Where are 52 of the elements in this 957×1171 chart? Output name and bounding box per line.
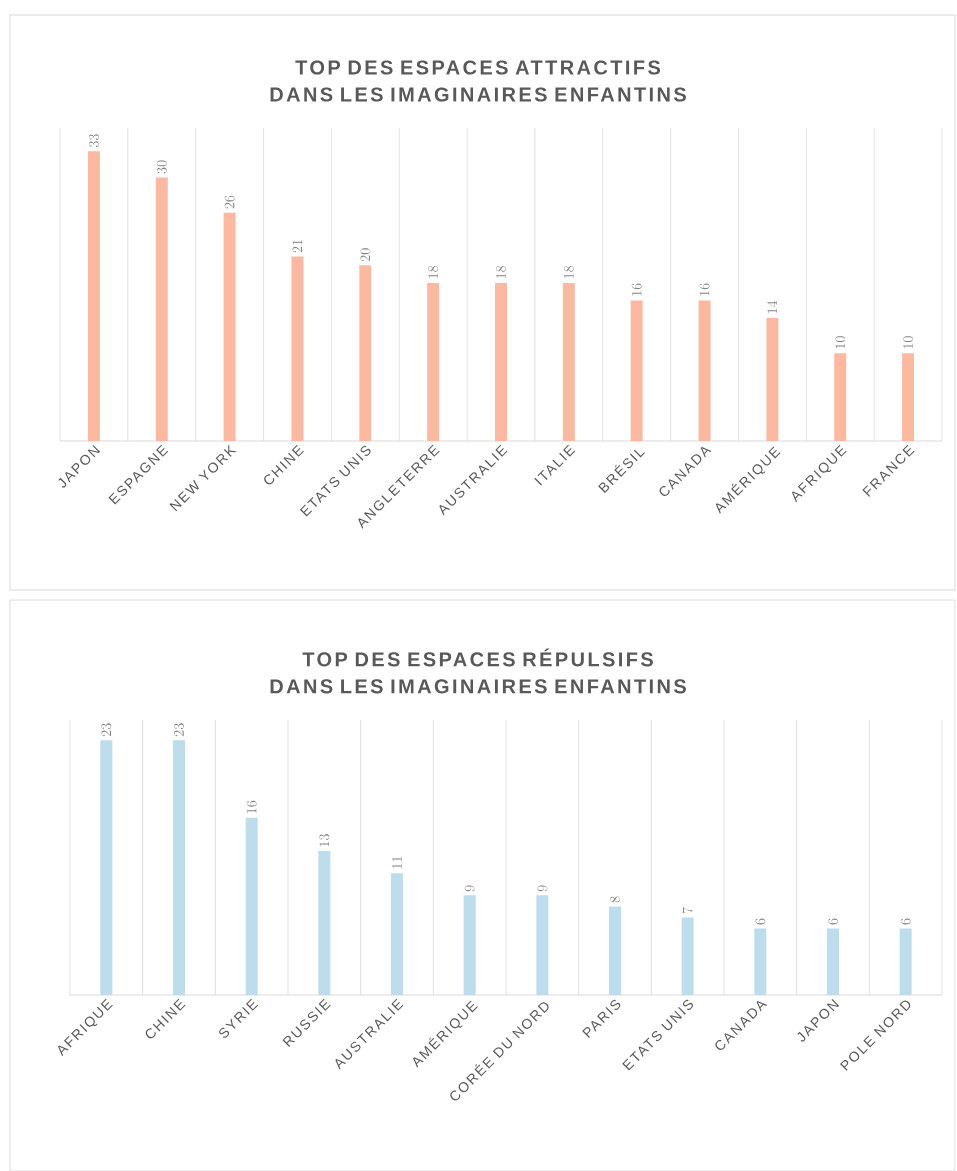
bar (155, 177, 168, 441)
bar (827, 928, 839, 995)
data-label: 6 (828, 918, 838, 925)
data-label: 18 (563, 265, 574, 279)
bar (899, 928, 912, 995)
data-label: 8 (610, 896, 620, 903)
bar (754, 928, 767, 995)
chart-title: TOP DES ESPACES RÉPULSIFS DANS LES IMAGINAIRES ENFANTINS (270, 648, 686, 694)
bar (536, 895, 549, 995)
data-label: 13 (319, 834, 330, 847)
data-label: 23 (174, 723, 184, 737)
data-label: 11 (392, 856, 402, 869)
data-label: 6 (900, 918, 911, 925)
bar (562, 282, 575, 441)
data-label: 18 (428, 265, 439, 279)
data-label: 6 (755, 918, 766, 925)
bar (698, 300, 711, 441)
bar (245, 817, 258, 995)
data-label: 9 (464, 885, 475, 892)
data-label: 33 (89, 134, 99, 148)
bar (495, 282, 507, 441)
bar (902, 353, 915, 441)
data-label: 10 (835, 336, 846, 349)
data-label: 21 (292, 240, 303, 253)
data-label: 26 (224, 195, 235, 209)
bar (681, 917, 694, 995)
data-label: 7 (682, 907, 693, 914)
data-label: 16 (246, 800, 257, 814)
data-label: 10 (903, 336, 914, 349)
chart-title: TOP DES ESPACES ATTRACTIFS DANS LES IMAGINAIRES ENFANTINS (270, 60, 686, 102)
data-label: 18 (496, 265, 506, 279)
bar (318, 851, 331, 995)
bar (766, 318, 779, 441)
bar (87, 151, 100, 441)
data-label: 16 (699, 283, 710, 296)
bar (391, 873, 403, 995)
bar (834, 353, 847, 441)
bar (100, 740, 113, 995)
data-label: 20 (360, 248, 371, 262)
bar (173, 740, 185, 995)
bar (609, 906, 621, 995)
bar (291, 256, 304, 441)
bar (630, 300, 643, 441)
bar (359, 265, 372, 441)
data-label: 14 (767, 300, 778, 314)
data-label: 16 (631, 283, 642, 296)
data-label: 9 (537, 885, 548, 892)
data-label: 23 (101, 723, 112, 737)
bar (463, 895, 476, 995)
data-label: 30 (156, 160, 167, 174)
bar (427, 282, 440, 441)
bar (223, 212, 236, 441)
